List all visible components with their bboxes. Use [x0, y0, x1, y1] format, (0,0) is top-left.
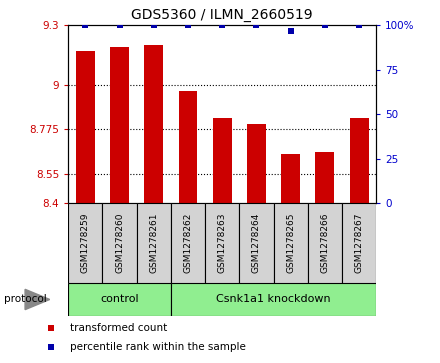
Bar [308, 203, 342, 283]
Polygon shape [25, 289, 50, 310]
Bar [144, 45, 163, 203]
Bar [239, 203, 274, 283]
Bar [68, 203, 103, 283]
Bar [179, 91, 198, 203]
Bar [247, 124, 266, 203]
Text: control: control [100, 294, 139, 305]
Bar [205, 203, 239, 283]
Bar [171, 283, 376, 316]
Text: GSM1278266: GSM1278266 [320, 213, 330, 273]
Bar [315, 152, 334, 203]
Bar [137, 203, 171, 283]
Bar [274, 203, 308, 283]
Bar [350, 118, 369, 203]
Text: percentile rank within the sample: percentile rank within the sample [70, 342, 246, 352]
Bar [342, 203, 376, 283]
Bar [110, 47, 129, 203]
Bar [171, 203, 205, 283]
Text: GSM1278259: GSM1278259 [81, 213, 90, 273]
Bar [68, 283, 171, 316]
Bar [213, 118, 231, 203]
Text: GSM1278265: GSM1278265 [286, 213, 295, 273]
Text: protocol: protocol [4, 294, 47, 305]
Text: GSM1278263: GSM1278263 [218, 213, 227, 273]
Text: Csnk1a1 knockdown: Csnk1a1 knockdown [216, 294, 331, 305]
Text: GSM1278267: GSM1278267 [355, 213, 363, 273]
Bar [281, 154, 300, 203]
Bar [103, 203, 137, 283]
Text: GSM1278262: GSM1278262 [183, 213, 192, 273]
Bar [76, 51, 95, 203]
Text: GSM1278264: GSM1278264 [252, 213, 261, 273]
Text: transformed count: transformed count [70, 323, 167, 333]
Text: GSM1278260: GSM1278260 [115, 213, 124, 273]
Text: GSM1278261: GSM1278261 [149, 213, 158, 273]
Title: GDS5360 / ILMN_2660519: GDS5360 / ILMN_2660519 [132, 8, 313, 22]
